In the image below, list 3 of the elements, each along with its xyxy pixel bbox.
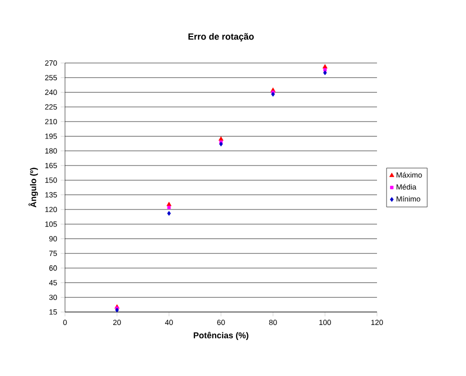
y-axis-title: Ângulo (º) — [28, 168, 38, 208]
x-axis-title: Potências (%) — [194, 332, 248, 340]
chart-title: Erro de rotação — [188, 33, 254, 42]
